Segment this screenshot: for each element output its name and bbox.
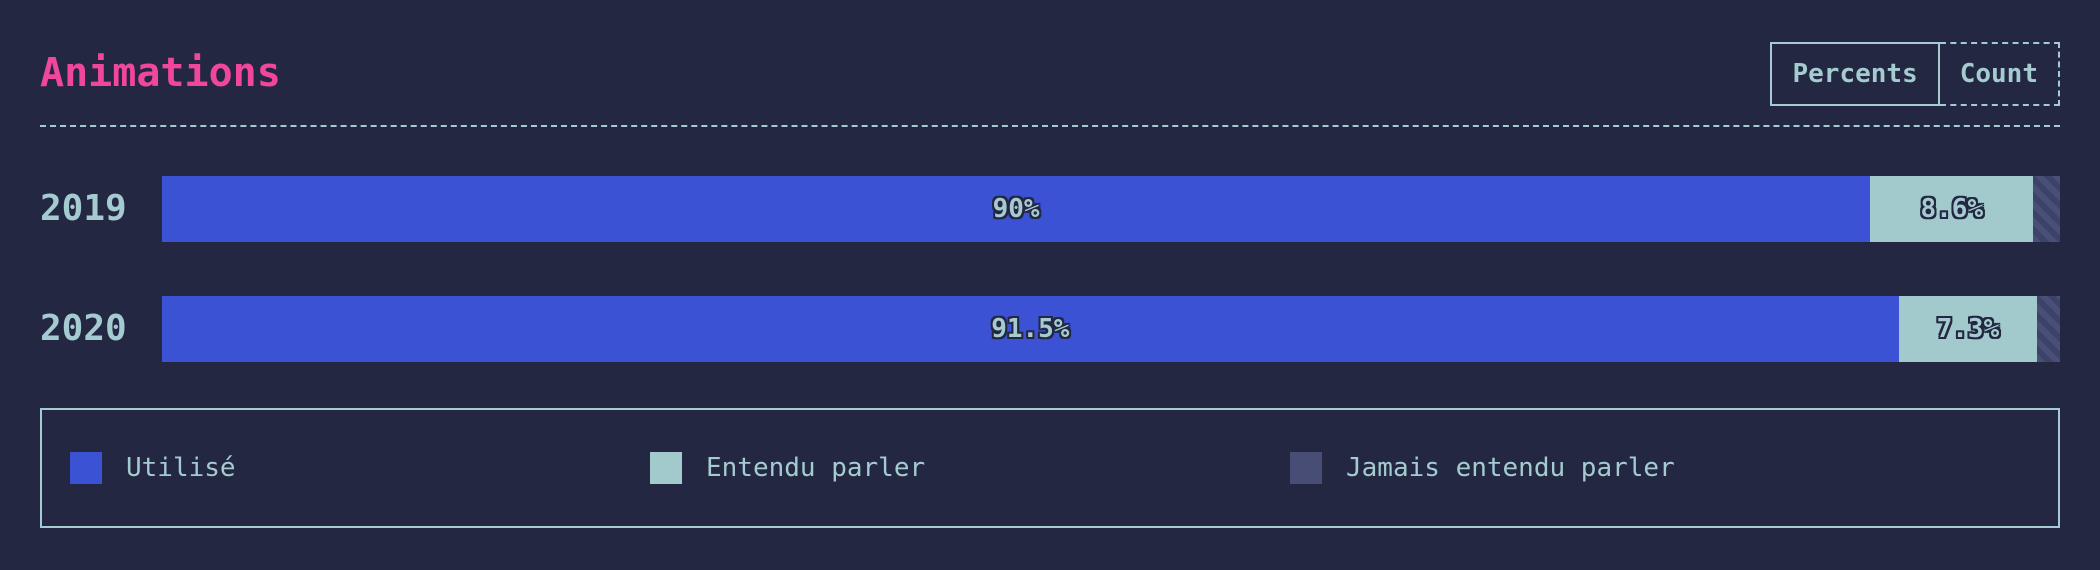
chart-title: Animations xyxy=(40,50,281,96)
bar-segment-used-2019[interactable]: 90% xyxy=(162,176,1871,242)
bar-segment-heard-2019[interactable]: 8.6% xyxy=(1870,176,2034,242)
bar-value-label: 91.5% xyxy=(991,314,1070,344)
bar-value-label: 7.3% xyxy=(1936,314,2000,344)
legend-swatch-heard xyxy=(650,452,682,484)
legend-item-used: Utilisé xyxy=(70,410,236,526)
percents-button[interactable]: Percents xyxy=(1770,42,1940,106)
row-label-2020: 2020 xyxy=(40,308,127,349)
bar-value-label: 8.6% xyxy=(1920,194,1984,224)
bar-segment-never-2020[interactable] xyxy=(2037,296,2060,362)
header-divider xyxy=(40,125,2060,127)
legend-item-heard: Entendu parler xyxy=(650,410,925,526)
chart-block: Animations Percents Count 2019 90% 8.6% 202… xyxy=(40,0,2060,570)
stacked-bar-2020: 91.5% 7.3% xyxy=(162,296,2060,362)
legend-swatch-used xyxy=(70,452,102,484)
unit-toggle: Percents Count xyxy=(1770,42,2060,106)
bar-row-2020: 2020 91.5% 7.3% xyxy=(40,296,2060,362)
bar-value-label: 90% xyxy=(992,194,1040,224)
legend-label-never: Jamais entendu parler xyxy=(1346,453,1675,483)
bar-segment-used-2020[interactable]: 91.5% xyxy=(162,296,1899,362)
bar-row-2019: 2019 90% 8.6% xyxy=(40,176,2060,242)
stacked-bar-2019: 90% 8.6% xyxy=(162,176,2060,242)
legend-label-heard: Entendu parler xyxy=(706,453,926,483)
legend-label-used: Utilisé xyxy=(126,453,236,483)
legend: Utilisé Entendu parler Jamais entendu pa… xyxy=(40,408,2060,528)
row-label-2019: 2019 xyxy=(40,188,127,229)
legend-swatch-never xyxy=(1290,452,1322,484)
bar-segment-heard-2020[interactable]: 7.3% xyxy=(1898,296,2038,362)
legend-item-never: Jamais entendu parler xyxy=(1290,410,1675,526)
count-button[interactable]: Count xyxy=(1939,42,2060,106)
bar-segment-never-2019[interactable] xyxy=(2033,176,2060,242)
